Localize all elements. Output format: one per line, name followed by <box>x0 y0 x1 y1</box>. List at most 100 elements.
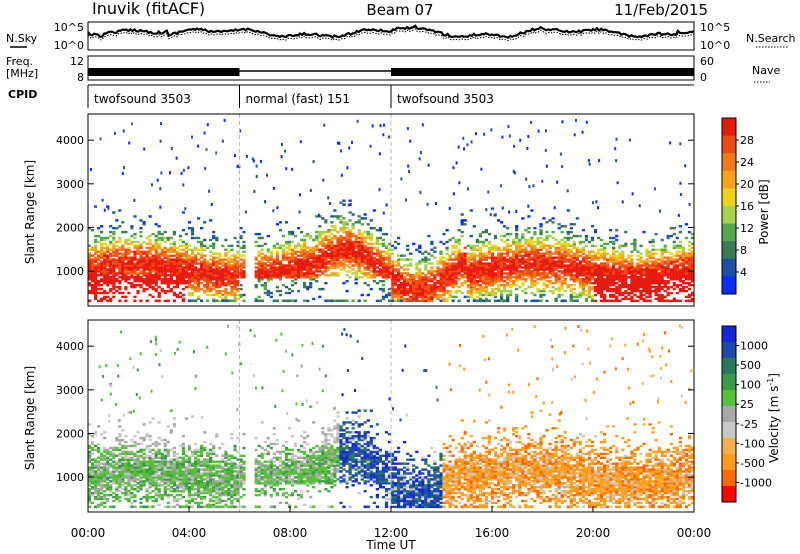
echo-cell <box>130 468 134 471</box>
echo-cell <box>513 171 516 175</box>
echo-cell <box>566 270 570 273</box>
echo-cell <box>487 252 492 255</box>
echo-cell <box>454 256 458 259</box>
echo-cell <box>357 266 361 269</box>
echo-cell <box>109 230 113 234</box>
echo-cell <box>460 274 464 277</box>
echo-cell <box>681 272 685 275</box>
echo-cell <box>118 425 122 428</box>
echo-cell <box>209 278 213 281</box>
echo-cell <box>299 140 302 144</box>
echo-cell <box>90 462 95 465</box>
echo-cell <box>666 268 670 271</box>
echo-cell <box>297 260 301 263</box>
echo-cell <box>612 262 616 265</box>
echo-cell <box>500 264 504 267</box>
echo-cell <box>200 240 204 244</box>
echo-cell <box>590 285 595 289</box>
echo-cell <box>439 280 443 283</box>
echo-cell <box>106 474 110 477</box>
echo-cell <box>603 242 607 246</box>
echo-cell <box>166 280 170 283</box>
echo-cell <box>263 270 267 273</box>
echo-cell <box>124 452 128 456</box>
echo-cell <box>90 435 95 438</box>
echo-cell <box>124 256 128 259</box>
echo-cell <box>515 258 519 261</box>
echo-cell <box>612 242 616 246</box>
echo-cell <box>181 211 185 214</box>
echo-cell <box>404 198 407 202</box>
echo-cell <box>390 278 395 281</box>
echo-cell <box>642 272 646 275</box>
echo-cell <box>121 244 125 248</box>
echo-cell <box>139 501 143 505</box>
echo-cell <box>675 266 679 269</box>
echo-cell <box>130 478 134 481</box>
echo-cell <box>303 234 307 238</box>
echo-cell <box>403 254 407 257</box>
echo-cell <box>618 280 622 283</box>
echo-cell <box>263 291 267 295</box>
echo-cell <box>512 240 516 244</box>
echo-cell <box>151 244 155 248</box>
echo-cell <box>581 278 585 281</box>
echo-cell <box>509 250 513 253</box>
echo-cell <box>294 252 298 255</box>
echo-cell <box>466 260 470 263</box>
echo-cell <box>618 258 622 261</box>
echo-cell <box>139 486 143 489</box>
echo-cell <box>657 248 661 251</box>
echo-cell <box>530 256 534 259</box>
echo-cell <box>500 278 504 281</box>
echo-cell <box>233 287 237 291</box>
echo-cell <box>439 258 443 261</box>
echo-cell <box>603 297 607 301</box>
echo-cell <box>463 223 467 226</box>
echo-cell <box>254 270 258 273</box>
echo-cell <box>590 262 595 265</box>
echo-cell <box>678 299 682 303</box>
echo-cell <box>200 276 204 279</box>
echo-cell <box>297 276 301 279</box>
echo-cell <box>197 276 201 279</box>
echo-cell <box>390 244 395 248</box>
echo-cell <box>533 230 537 234</box>
echo-cell <box>336 248 340 251</box>
echo-cell <box>221 293 225 297</box>
echo-cell <box>94 466 98 469</box>
echo-cell <box>433 295 437 299</box>
echo-cell <box>142 278 146 281</box>
echo-cell <box>133 244 137 248</box>
echo-cell <box>166 268 170 271</box>
echo-cell <box>300 238 304 242</box>
echo-cell <box>87 493 92 497</box>
echo-cell <box>109 474 113 477</box>
echo-cell <box>666 274 670 277</box>
echo-cell <box>493 287 498 291</box>
echo-cell <box>590 295 595 299</box>
echo-cell <box>157 264 161 267</box>
echo-cell <box>97 470 101 473</box>
echo-cell <box>124 274 128 277</box>
echo-cell <box>375 252 379 255</box>
echo-cell <box>139 254 143 257</box>
echo-cell <box>94 293 98 297</box>
echo-cell <box>354 234 358 238</box>
echo-cell <box>375 238 379 242</box>
echo-cell <box>269 266 273 269</box>
echo-cell <box>690 284 695 287</box>
echo-cell <box>624 285 628 289</box>
nave-right-tick-top: 60 <box>700 55 714 68</box>
echo-cell <box>136 272 140 275</box>
echo-cell <box>275 274 279 277</box>
echo-cell <box>518 260 522 263</box>
echo-cell <box>509 260 513 263</box>
echo-cell <box>457 274 461 277</box>
echo-cell <box>266 173 268 177</box>
echo-cell <box>557 246 561 250</box>
echo-cell <box>363 230 367 234</box>
echo-cell <box>130 242 134 246</box>
echo-cell <box>106 458 110 461</box>
echo-cell <box>94 505 98 509</box>
